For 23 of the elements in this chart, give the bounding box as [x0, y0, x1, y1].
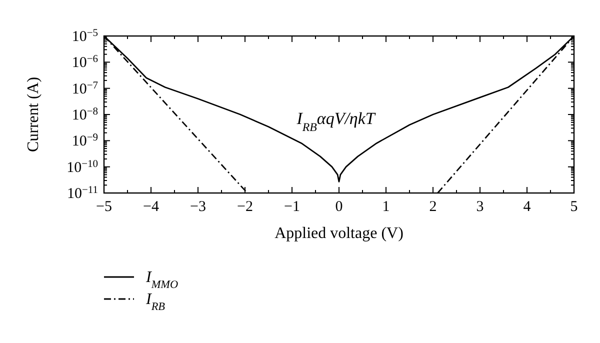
y-tick-label: 10$^{−5}$ [72, 28, 98, 45]
x-tick-label: 0 [335, 199, 343, 215]
y-tick-label: 10$^{−10}$ [66, 158, 98, 176]
legend-label: I$_{RB}$ [145, 291, 166, 313]
x-tick-label: 3 [476, 199, 484, 215]
x-tick-label: 4 [523, 199, 532, 215]
y-tick-label: 10$^{−7}$ [72, 80, 98, 98]
y-tick-label: 10$^{−9}$ [72, 132, 98, 150]
x-tick-label: −5 [96, 199, 112, 215]
x-tick-label: −2 [237, 199, 253, 215]
x-tick-label: 1 [382, 199, 390, 215]
y-tick-label: 10$^{−8}$ [72, 106, 98, 124]
annotation: I$_{RB}$αqV/ηkT [296, 108, 376, 134]
x-tick-label: −4 [143, 199, 160, 215]
x-axis-title: Applied voltage (V) [274, 225, 404, 242]
x-tick-label: −1 [284, 199, 300, 215]
y-axis-title: Current (A) [25, 76, 42, 152]
x-tick-label: −3 [190, 199, 206, 215]
x-tick-label: 2 [429, 199, 437, 215]
legend-label: I$_{MMO}$ [145, 269, 178, 291]
y-tick-label: 10$^{−6}$ [72, 54, 98, 72]
y-tick-label: 10$^{−11}$ [66, 184, 98, 202]
x-tick-label: 5 [570, 199, 578, 215]
